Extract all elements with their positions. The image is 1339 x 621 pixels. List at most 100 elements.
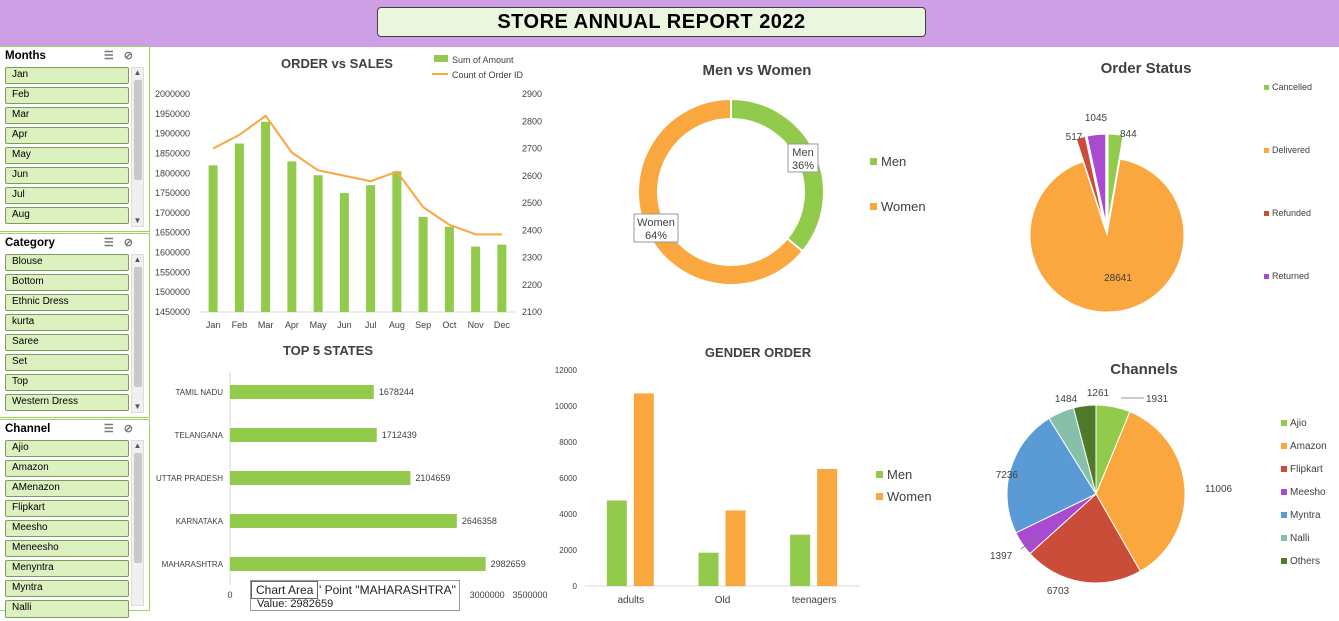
legend-label: Women [887,489,932,504]
y-tick-label: 4000 [559,510,577,519]
y2-tick-label: 2700 [522,144,542,154]
scroll-thumb[interactable] [134,80,142,180]
legend-swatch [1281,558,1287,564]
bar [366,185,376,312]
y-tick-label: 1900000 [155,129,190,139]
slicer-item[interactable]: Meesho [5,520,129,537]
slicer-item[interactable]: Top [5,374,129,391]
bar [313,175,323,312]
slicer-item[interactable]: Flipkart [5,500,129,517]
legend-label: Returned [1272,271,1309,281]
bar [230,557,486,571]
legend-label: Amazon [1290,441,1327,452]
legend-label: Others [1290,556,1320,567]
y-tick-label: 8000 [559,438,577,447]
bar [230,514,457,528]
category-slicer[interactable]: Category ☰⊘ Blouse Bottom Ethnic Dress kurta… [0,233,150,418]
legend-swatch [1281,489,1287,495]
slicer-item[interactable]: Apr [5,127,129,144]
legend-swatch [876,471,883,478]
slicer-scrollbar[interactable]: ▲ ▼ [131,67,144,227]
x-tick-label: Mar [258,320,274,330]
data-label: 844 [1120,129,1137,140]
scroll-thumb[interactable] [134,453,142,563]
slicer-item[interactable]: Feb [5,87,129,104]
clear-filter-icon[interactable]: ⊘ [123,237,143,249]
slicer-item[interactable]: Set [5,354,129,371]
slicer-item[interactable]: AMenazon [5,480,129,497]
slicer-item[interactable]: Aug [5,207,129,224]
legend-label: Count of Order ID [452,70,524,80]
y-tick-label: 1750000 [155,188,190,198]
chart-title: GENDER ORDER [705,345,812,360]
y2-tick-label: 2800 [522,116,542,126]
tooltip-value: Value: 2982659 [257,598,334,610]
scroll-thumb[interactable] [134,267,142,387]
chart-title: Channels [1110,361,1178,378]
scroll-up-icon[interactable]: ▲ [133,441,142,450]
scroll-up-icon[interactable]: ▲ [133,255,142,264]
x-tick-label: 0 [227,590,232,600]
data-label: 2982659 [491,559,526,569]
slicer-item[interactable]: Amazon [5,460,129,477]
clear-filter-icon[interactable]: ⊘ [123,50,143,62]
y-tick-label: 1950000 [155,109,190,119]
y-tick-label: 1500000 [155,287,190,297]
legend-label: Women [881,199,926,214]
bar [208,165,218,312]
months-slicer[interactable]: Months ☰⊘ Jan Feb Mar Apr May Jun Jul Aug ▲ ▼ [0,46,150,232]
slicer-items: Ajio Amazon AMenazon Flipkart Meesho Meneesho… [5,440,129,621]
y2-tick-label: 2900 [522,89,542,99]
y-tick-label: TAMIL NADU [175,388,223,397]
x-tick-label: Oct [442,320,457,330]
slicer-item[interactable]: Jan [5,67,129,84]
slicer-item[interactable]: Western Dress [5,394,129,411]
slicer-item[interactable]: Menyntra [5,560,129,577]
y-tick-label: 1800000 [155,168,190,178]
legend-swatch [1281,535,1287,541]
slicer-item[interactable]: Ethnic Dress [5,294,129,311]
slicer-item[interactable]: May [5,147,129,164]
legend-label: Meesho [1290,487,1326,498]
legend-swatch [1264,85,1269,90]
data-label: 64% [645,230,667,242]
y-tick-label: 6000 [559,474,577,483]
channel-slicer[interactable]: Channel ☰⊘ Ajio Amazon AMenazon Flipkart Mees… [0,419,150,618]
slicer-item[interactable]: Jul [5,187,129,204]
legend-swatch [434,55,448,62]
scroll-down-icon[interactable]: ▼ [133,402,142,411]
slicer-item[interactable]: Blouse [5,254,129,271]
data-label-box [633,213,679,243]
y-tick-label: 1550000 [155,267,190,277]
y2-tick-label: 2300 [522,253,542,263]
slicer-items: Jan Feb Mar Apr May Jun Jul Aug [5,67,129,227]
slicer-item[interactable]: kurta [5,314,129,331]
legend-swatch [1264,211,1269,216]
multi-select-icon[interactable]: ☰ [103,423,124,435]
slicer-scrollbar[interactable]: ▲ [131,440,144,606]
clear-filter-icon[interactable]: ⊘ [123,423,143,435]
legend-label: Myntra [1290,510,1321,521]
slicer-item[interactable]: Jun [5,167,129,184]
bar [725,510,746,586]
chart-title: TOP 5 STATES [283,343,373,358]
slicer-item[interactable]: Meneesho [5,540,129,557]
y-tick-label: 1850000 [155,148,190,158]
x-tick-label: 3500000 [512,590,547,600]
slicer-item[interactable]: Myntra [5,580,129,597]
bar [790,534,811,586]
slicer-item[interactable]: Bottom [5,274,129,291]
multi-select-icon[interactable]: ☰ [103,237,124,249]
slicer-scrollbar[interactable]: ▲ ▼ [131,254,144,413]
slicer-item[interactable]: Ajio [5,440,129,457]
scroll-up-icon[interactable]: ▲ [133,68,142,77]
data-label: 1397 [990,551,1013,562]
multi-select-icon[interactable]: ☰ [103,50,124,62]
scroll-down-icon[interactable]: ▼ [133,216,142,225]
slicer-item[interactable]: Mar [5,107,129,124]
legend-label: Men [881,154,906,169]
slicer-title: Channel ☰⊘ [5,423,143,435]
data-label: 11006 [1205,484,1233,495]
slicer-item[interactable]: Saree [5,334,129,351]
